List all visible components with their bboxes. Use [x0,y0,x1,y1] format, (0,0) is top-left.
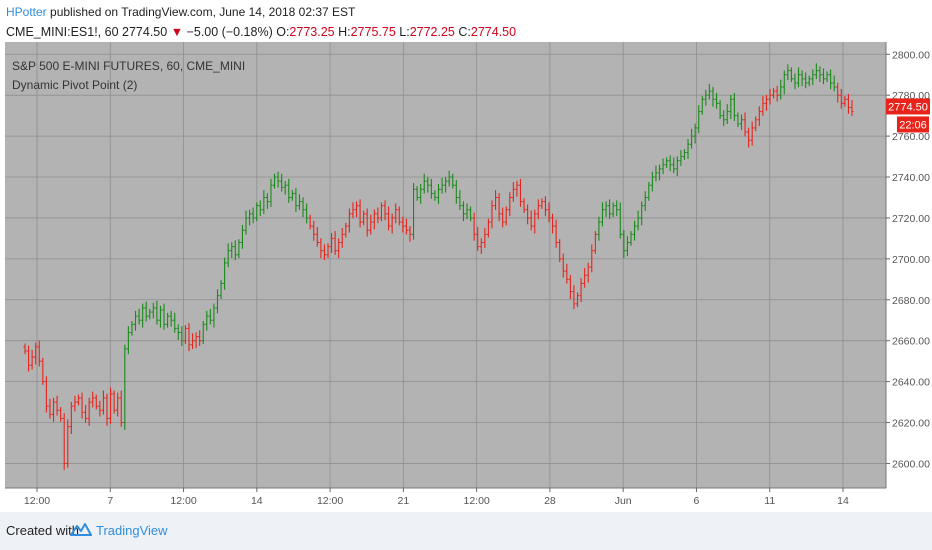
time-tick-label: 12:00 [463,495,489,507]
down-arrow-icon: ▼ [170,25,184,39]
price-tick-label: 2680.00 [892,295,930,307]
symbol-info: CME_MINI:ES1!, 60 2774.50 ▼ −5.00 (−0.18… [6,25,516,39]
plot-background [5,42,886,488]
price-bars [23,63,854,470]
publish-info: HPotter published on TradingView.com, Ju… [6,5,355,19]
change-value: −5.00 (−0.18%) [186,25,273,39]
price-tick-label: 2640.00 [892,377,930,389]
ohlc-open-label: O: [276,25,290,39]
price-tick-label: 2720.00 [892,213,930,225]
price-chart[interactable]: 2800.002780.002760.002740.002720.002700.… [0,42,932,510]
last-price: 2774.50 [122,25,168,39]
tradingview-brand-link[interactable]: TradingView [96,523,168,538]
time-tick-label: 12:00 [24,495,50,507]
footer: Created with TradingView [0,512,932,550]
price-tick-label: 2660.00 [892,336,930,348]
ohlc-high-value: 2775.75 [350,25,396,39]
time-tick-label: 11 [764,495,775,507]
time-tick-label: 7 [107,495,113,507]
price-badge-label: 2774.50 [888,101,928,113]
ohlc-low-label: L: [399,25,410,39]
price-tick-label: 2740.00 [892,172,930,184]
time-badge-bg [897,116,929,133]
ohlc-open-value: 2773.25 [289,25,335,39]
tradingview-logo-icon[interactable] [70,521,92,539]
ohlc-close-label: C: [458,25,471,39]
time-axis[interactable]: 12:00 7 12:00 14 12:00 21 12:00 28 Jun 6 11 14 [24,488,849,507]
price-badge-bg [886,98,930,115]
ohlc-low-value: 2772.25 [409,25,455,39]
symbol-label: CME_MINI:ES1!, 60 [6,25,119,39]
price-axis[interactable]: 2800.002780.002760.002740.002720.002700.… [886,49,930,470]
price-tick-label: 2600.00 [892,458,930,470]
price-tick-label: 2700.00 [892,254,930,266]
time-tick-label: 6 [694,495,700,507]
time-tick-label: 12:00 [170,495,196,507]
price-tick-label: 2800.00 [892,49,930,61]
time-tick-label: 12:00 [317,495,343,507]
ohlc-high-label: H: [338,25,351,39]
published-text: published on TradingView.com, June 14, 2… [46,5,356,19]
time-tick-label: 21 [398,495,410,507]
price-tick-label: 2620.00 [892,418,930,430]
author-link[interactable]: HPotter [6,5,47,19]
time-tick-label: 28 [544,495,556,507]
chart-area[interactable]: 2800.00 2780.00 2760.00 2740.00 2720.00 2700.… [0,42,932,510]
time-tick-label: Jun [615,495,632,507]
grid-lines [5,42,886,488]
time-tick-label: 14 [837,495,849,507]
price-tick-label: 2760.00 [892,131,930,143]
price-badge: 2774.50 [886,98,930,115]
created-with-text: Created with [6,523,79,538]
ohlc-close-value: 2774.50 [470,25,517,39]
time-badge: 22:06 [897,116,929,133]
time-tick-label: 14 [251,495,263,507]
indicator-legend[interactable]: Dynamic Pivot Point (2) [12,78,137,92]
instrument-legend: S&P 500 E-MINI FUTURES, 60, CME_MINI [12,59,245,73]
time-badge-label: 22:06 [899,119,927,131]
